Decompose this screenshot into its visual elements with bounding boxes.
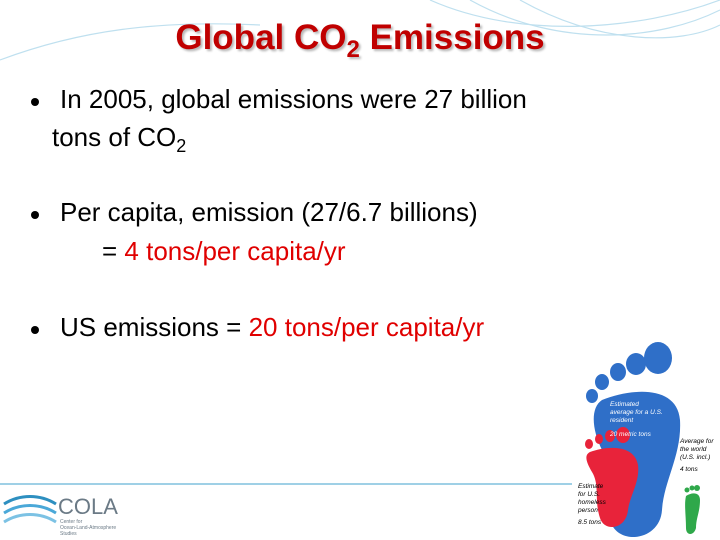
footprint-value: 4 tons — [680, 466, 698, 473]
footprint-label: for U.S. — [578, 491, 600, 498]
footprint-label: (U.S. incl.) — [680, 454, 710, 461]
subscript: 2 — [176, 136, 187, 156]
text: tons of CO — [52, 122, 177, 152]
title: Global CO2 Emissions — [0, 18, 720, 62]
bullet-text: In 2005, global emissions were 27 billio… — [60, 84, 527, 114]
text: = — [102, 236, 125, 266]
footprint-label: the world — [680, 446, 707, 453]
footprint-graphic: Estimated average for a U.S. resident 20… — [572, 342, 720, 540]
footprint-value: 20 metric tons — [609, 431, 652, 438]
title-text: Global CO — [175, 18, 347, 57]
highlight: 20 tons/per capita/yr — [248, 312, 485, 342]
bullet-text: tons of CO2 — [52, 122, 187, 156]
title-text: Emissions — [359, 18, 545, 57]
footprint-label: Average for — [679, 438, 714, 445]
text: US emissions = — [60, 312, 249, 342]
title-subscript: 2 — [346, 36, 360, 63]
logo-subtitle: Center for — [60, 519, 83, 525]
footprint-label: resident — [610, 417, 634, 424]
bullet — [31, 211, 39, 219]
logo-subtitle: Studies — [60, 531, 77, 537]
bullet-text: Per capita, emission (27/6.7 billions) — [60, 197, 478, 227]
footprint-label: person — [577, 507, 598, 514]
footprint-label: Estimated — [610, 401, 639, 408]
logo: COLA Center for Ocean-Land-Atmosphere St… — [3, 494, 118, 537]
footprint-label: Estimate — [578, 483, 604, 490]
bullet — [31, 326, 39, 334]
footprint-label: homeless — [578, 499, 607, 506]
bullet-text: US emissions = 20 tons/per capita/yr — [60, 312, 484, 343]
bullet — [31, 98, 39, 106]
logo-subtitle: Ocean-Land-Atmosphere — [60, 525, 116, 531]
highlight: 4 tons/per capita/yr — [124, 236, 346, 266]
footprint-label: average for a U.S. — [610, 409, 663, 416]
logo-name: COLA — [58, 494, 118, 519]
footprint-value: 8.5 tons — [578, 519, 602, 526]
bullet-text: = 4 tons/per capita/yr — [102, 236, 346, 267]
